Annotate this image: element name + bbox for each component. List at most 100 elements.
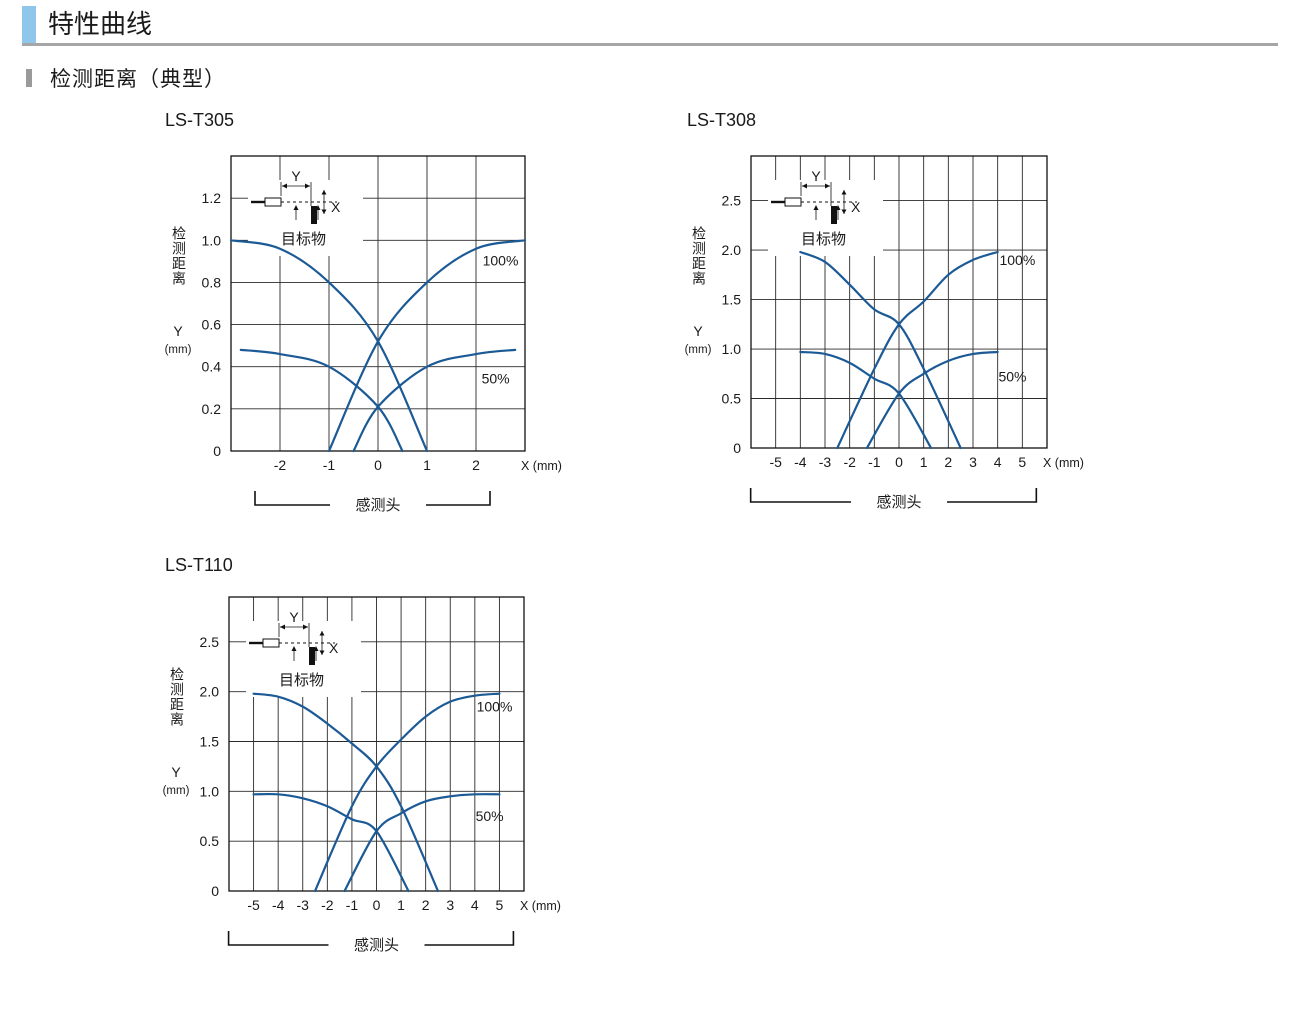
target-diagram: Y X 目标物 [246,609,361,697]
x-tick-label: 2 [944,454,952,470]
diagram-backdrop [246,621,361,697]
diagram-x-label: X [329,640,339,656]
x-tick-label: 2 [472,457,480,473]
x-tick-label: -2 [843,454,856,470]
y-tick-label: 2.5 [722,193,742,209]
chart-title: LS-T308 [687,110,757,130]
y-tick-label: 0.2 [202,401,222,417]
y-axis-label: 检测距离 [170,226,186,286]
x-tick-label: -2 [274,457,287,473]
y-axis-unit: (mm) [163,785,190,797]
series-label: 100% [999,252,1035,268]
header-divider [22,43,1278,46]
y-tick-label: 1.5 [200,734,220,750]
y-tick-label: 0.5 [722,391,742,407]
bracket-left [254,491,330,506]
chart-svg: -5 -4 -3 -2 -1 0 1 2 3 4 500.51.01.52.02.5X (mm)检测… [163,596,561,954]
series-label: 100% [477,699,513,715]
y-tick-label: 1.5 [722,292,742,308]
x-tick-label: 4 [471,897,479,913]
y-axis-label: 检测距离 [168,667,184,727]
sensor-head-bracket: 感测头 [254,491,491,514]
bracket-left [749,488,851,503]
y-axis-symbol: Y [171,764,181,780]
target-diagram: Y X 目标物 [248,168,363,256]
sensor-head-icon [784,197,802,207]
series-line-100-left [799,250,962,450]
sensor-head-bracket: 感测头 [749,488,1038,511]
y-tick-label: 0 [211,883,219,899]
chart-ls-t305: LS-T305 -2 -1 0 1 2 0 0.2 0.4 0.6 0.8 1.0 1.2 X (mm) 检… [160,108,580,518]
y-tick-label: 2.5 [200,634,220,650]
y-tick-label: 2.0 [722,242,742,258]
x-tick-label: 1 [397,897,405,913]
series-line-50-right [343,793,501,893]
diagram-backdrop [768,180,883,256]
x-tick-label: 5 [1018,454,1026,470]
y-tick-label: 0.5 [200,833,220,849]
series-line-100-left [229,239,429,453]
series-line-100-right [836,250,999,450]
y-tick-label: 2.0 [200,684,220,700]
series-line-100-right [327,239,527,453]
plot-frame [230,155,526,452]
x-axis-label: X (mm) [520,899,561,913]
y-tick-label: 0.8 [202,274,222,290]
section-marker [26,69,32,87]
x-tick-label: 1 [423,457,431,473]
y-tick-label: 0 [733,440,741,456]
diagram-target-label: 目标物 [279,671,324,689]
x-tick-label: -1 [323,457,336,473]
y-tick-label: 1.2 [202,190,222,206]
series-line-100-left [252,692,440,893]
page-header: 特性曲线 [22,6,1278,46]
x-tick-label: -3 [297,897,310,913]
y-tick-label: 0.6 [202,317,222,333]
x-tick-label: 0 [373,897,381,913]
y-tick-label: 1.0 [202,232,222,248]
x-tick-label: 2 [422,897,430,913]
x-tick-label: 3 [446,897,454,913]
sensor-head-icon [264,197,282,207]
y-axis-unit: (mm) [165,344,192,356]
arrow-head-left [293,205,299,210]
sensor-head-caption: 感测头 [354,936,399,954]
grid [751,156,1047,448]
series-line-50-left [799,350,933,450]
y-axis-label: 检测距离 [690,226,706,286]
chart-ls-t308: LS-T308 -5 -4 -3 -2 -1 0 1 2 3 4 5 0 0.5 1.0 1.5 2.0 2.5 X… [682,108,1102,518]
x-tick-label: -1 [346,897,359,913]
diagram-x-label: X [851,199,861,215]
y-tick-label: 1.0 [722,341,742,357]
bracket-right [426,491,491,506]
y-axis-symbol: Y [173,323,183,339]
series-label: 100% [483,253,519,269]
series-line-50-left [239,348,404,453]
bracket-left [227,931,329,946]
y-tick-label: 0.4 [202,359,222,375]
diagram-x-label: X [331,199,341,215]
series-lines [252,692,501,893]
x-tick-label: -2 [321,897,334,913]
x-tick-label: 3 [969,454,977,470]
bracket-right [424,931,515,946]
y-axis-unit: (mm) [685,344,712,356]
bracket-right [947,488,1038,503]
target-object-icon [831,206,837,224]
x-tick-label: -4 [794,454,807,470]
sensor-head-caption: 感测头 [355,496,400,514]
header-accent-bar [22,6,36,44]
series-line-50-right [865,350,999,450]
series-label: 50% [482,371,510,387]
arrow-head-left [291,646,297,651]
target-diagram: Y X 目标物 [768,168,883,256]
chart-title: LS-T110 [165,555,233,575]
x-tick-label: -5 [247,897,260,913]
plot-frame [228,596,525,892]
x-tick-label: 4 [994,454,1002,470]
series-lines [229,239,527,453]
section-title: 检测距离（典型） [50,67,226,91]
series-label: 50% [998,369,1026,385]
chart-svg: -2 -1 0 1 2 0 0.2 0.4 0.6 0.8 1.0 1.2 X (mm) 检测距离 Y (mm… [165,155,562,514]
x-tick-label: 0 [895,454,903,470]
